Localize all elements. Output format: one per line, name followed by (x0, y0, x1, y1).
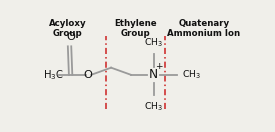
Text: Ethylene
Group: Ethylene Group (114, 19, 157, 38)
Text: CH$_3$: CH$_3$ (144, 37, 163, 49)
Text: CH$_3$: CH$_3$ (183, 69, 202, 81)
Text: Acyloxy
Group: Acyloxy Group (49, 19, 86, 38)
Text: CH$_3$: CH$_3$ (144, 100, 163, 113)
Text: N: N (149, 68, 158, 81)
Text: +: + (155, 62, 163, 71)
Text: O: O (83, 70, 92, 80)
Text: O: O (66, 32, 75, 42)
Text: H$_3$C: H$_3$C (43, 68, 64, 82)
Text: Quatenary
Ammonium Ion: Quatenary Ammonium Ion (167, 19, 240, 38)
